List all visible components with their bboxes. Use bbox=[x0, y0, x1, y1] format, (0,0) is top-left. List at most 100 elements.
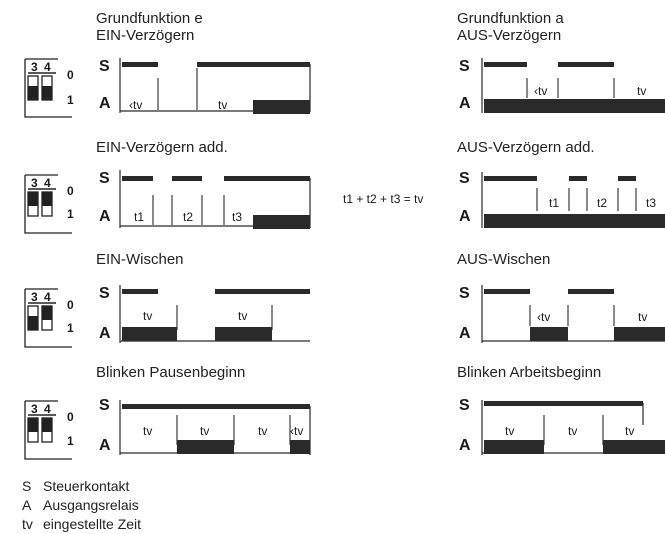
right-4-tv-label-1: tv bbox=[505, 424, 515, 438]
time-sum-formula: t1 + t2 + t3 = tv bbox=[343, 192, 424, 206]
dip-3-num-4: 4 bbox=[44, 290, 51, 304]
left-3-s-pulse-2 bbox=[215, 289, 310, 294]
left-2-a-block bbox=[253, 215, 310, 229]
left-4-a-block-1 bbox=[177, 440, 234, 454]
dip-1-num-4: 4 bbox=[44, 60, 51, 74]
right-4-tv-label-3: tv bbox=[625, 424, 635, 438]
dip-1-num-3: 3 bbox=[31, 60, 38, 74]
dip-1-switch-3-knob bbox=[28, 86, 38, 100]
dip-4-switch-4-knob bbox=[42, 418, 52, 432]
dip-3-zero: 0 bbox=[67, 298, 74, 312]
left-3-s-pulse-1 bbox=[122, 289, 158, 294]
left-2-s-pulse-3 bbox=[224, 176, 310, 181]
left-4-s-bar bbox=[122, 404, 310, 409]
right-3-a-label: A bbox=[459, 325, 471, 342]
dip-4-zero: 0 bbox=[67, 410, 74, 424]
dip-1-frame bbox=[24, 58, 72, 118]
legend-a-text: Ausgangsrelais bbox=[43, 497, 139, 513]
dip-4-switch-3-knob bbox=[28, 418, 38, 432]
right-1-s-pulse-2 bbox=[558, 62, 614, 67]
right-1-lt-tv-label: ‹tv bbox=[534, 84, 548, 98]
left-3-tv-label-2: tv bbox=[238, 309, 248, 323]
dip-1-switch-4-knob bbox=[42, 86, 52, 100]
right-2-s-pulse-2 bbox=[569, 176, 587, 181]
left-1-a-block bbox=[253, 100, 310, 114]
right-panel-4-title: Blinken Arbeitsbeginn bbox=[457, 364, 602, 381]
right-2-s-label: S bbox=[459, 170, 470, 187]
dip-2-num-3: 3 bbox=[31, 176, 38, 190]
dip-4-num-3: 3 bbox=[31, 402, 38, 416]
right-panel-1-title-line-2: AUS-Verzögern bbox=[457, 27, 562, 44]
dip-2-one: 1 bbox=[67, 207, 74, 221]
dip-1-one: 1 bbox=[67, 93, 74, 107]
left-4-a-label: A bbox=[99, 437, 111, 454]
left-4-tv-label-2: tv bbox=[200, 424, 210, 438]
left-panel-1-title-line-2: EIN-Verzögern bbox=[96, 27, 195, 44]
left-4-lt-tv-label: ‹tv bbox=[290, 424, 304, 438]
left-1-a-label: A bbox=[99, 95, 111, 112]
right-2-a-block bbox=[484, 214, 665, 228]
dip-3-switch-3-knob bbox=[28, 316, 38, 330]
right-2-s-pulse-1 bbox=[484, 176, 537, 181]
right-2-t3-label: t3 bbox=[646, 196, 657, 210]
legend-tv-key: tv bbox=[22, 516, 33, 532]
left-3-s-label: S bbox=[99, 285, 110, 302]
dip-2-switch-3-knob bbox=[28, 192, 38, 206]
left-4-tv-label-1: tv bbox=[143, 424, 153, 438]
dip-2-zero: 0 bbox=[67, 184, 74, 198]
legend-s-key: S bbox=[22, 478, 32, 494]
left-3-a-block-2 bbox=[215, 327, 272, 341]
left-1-s-label: S bbox=[99, 58, 110, 75]
left-2-s-pulse-1 bbox=[122, 176, 153, 181]
right-4-tv-label-2: tv bbox=[568, 424, 578, 438]
left-1-tv-label: tv bbox=[218, 98, 228, 112]
dip-2-switch-4-knob bbox=[42, 192, 52, 206]
right-3-a-block-2 bbox=[614, 327, 665, 341]
left-2-s-pulse-2 bbox=[172, 176, 202, 181]
left-panel-2-title: EIN-Verzögern add. bbox=[96, 139, 228, 156]
right-4-s-label: S bbox=[459, 397, 470, 414]
right-3-lt-tv-label: ‹tv bbox=[537, 310, 551, 324]
left-4-s-label: S bbox=[99, 397, 110, 414]
dip-2-num-4: 4 bbox=[44, 176, 51, 190]
right-2-a-label: A bbox=[459, 208, 471, 225]
left-panel-1-title-line-1: Grundfunktion e bbox=[96, 10, 203, 27]
right-4-a-block-2 bbox=[603, 440, 665, 454]
left-3-tv-label-1: tv bbox=[143, 309, 153, 323]
right-panel-2-title: AUS-Verzögern add. bbox=[457, 139, 595, 156]
left-panel-4-title: Blinken Pausenbeginn bbox=[96, 364, 246, 381]
right-2-t1-label: t1 bbox=[549, 196, 560, 210]
right-1-a-label: A bbox=[459, 95, 471, 112]
right-3-s-pulse-1 bbox=[484, 289, 530, 294]
legend-s-text: Steuerkontakt bbox=[43, 478, 130, 494]
right-4-a-block-1 bbox=[484, 440, 544, 454]
dip-3-num-3: 3 bbox=[31, 290, 38, 304]
dip-4-frame bbox=[24, 400, 72, 460]
left-2-a-label: A bbox=[99, 208, 111, 225]
left-2-s-label: S bbox=[99, 170, 110, 187]
left-1-lt-tv-label: ‹tv bbox=[129, 98, 143, 112]
left-2-t3-label: t3 bbox=[232, 210, 243, 224]
dip-3-switch-4-knob bbox=[42, 306, 52, 320]
right-1-tv-label: tv bbox=[637, 84, 647, 98]
dip-2-frame bbox=[24, 174, 72, 234]
right-3-tv-label: tv bbox=[638, 310, 648, 324]
right-1-s-pulse-1 bbox=[484, 62, 527, 67]
right-panel-1-title-line-1: Grundfunktion a bbox=[457, 10, 564, 27]
dip-1-zero: 0 bbox=[67, 68, 74, 82]
left-1-s-pulse-1 bbox=[122, 62, 158, 67]
right-3-s-label: S bbox=[459, 285, 470, 302]
right-2-t2-label: t2 bbox=[597, 196, 608, 210]
right-3-s-pulse-2 bbox=[568, 289, 614, 294]
dip-4-num-4: 4 bbox=[44, 402, 51, 416]
right-1-s-label: S bbox=[459, 58, 470, 75]
right-2-s-pulse-3 bbox=[618, 176, 636, 181]
left-1-s-pulse-2 bbox=[197, 62, 310, 67]
left-2-t1-label: t1 bbox=[134, 210, 145, 224]
dip-3-one: 1 bbox=[67, 321, 74, 335]
legend-tv-text: eingestellte Zeit bbox=[43, 516, 142, 532]
right-4-s-bar bbox=[484, 401, 643, 406]
